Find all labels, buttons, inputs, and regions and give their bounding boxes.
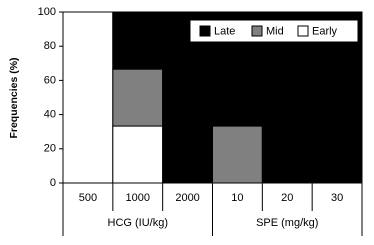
x-tick-label: 10 <box>231 192 243 204</box>
y-tick-label: 100 <box>38 6 56 18</box>
x-group-label: SPE (mg/kg) <box>256 217 318 229</box>
legend-swatch <box>199 25 211 37</box>
x-tick-label: 2000 <box>175 192 199 204</box>
y-tick-label: 80 <box>44 40 56 52</box>
bar-segment <box>112 68 164 127</box>
legend-swatch <box>297 25 309 37</box>
legend-label: Late <box>214 25 235 37</box>
x-group-label: HCG (IU/kg) <box>108 217 169 229</box>
legend-box <box>189 19 359 43</box>
bar-segment <box>112 11 164 70</box>
y-tick-label: 60 <box>44 74 56 86</box>
x-tick-label: 20 <box>281 192 293 204</box>
bar-segment <box>212 125 263 184</box>
y-tick-label: 40 <box>44 109 56 121</box>
x-tick-label: 30 <box>331 192 343 204</box>
legend-label: Early <box>312 25 338 37</box>
x-tick-label: 1000 <box>126 192 150 204</box>
legend-swatch <box>251 25 263 37</box>
y-axis-label: Frequencies (%) <box>8 57 20 138</box>
legend-label: Mid <box>266 25 284 37</box>
bar-segment <box>62 11 114 184</box>
y-tick-label: 20 <box>44 143 56 155</box>
bar-segment <box>112 125 164 184</box>
y-tick-label: 0 <box>50 177 56 189</box>
x-tick-label: 500 <box>79 192 97 204</box>
